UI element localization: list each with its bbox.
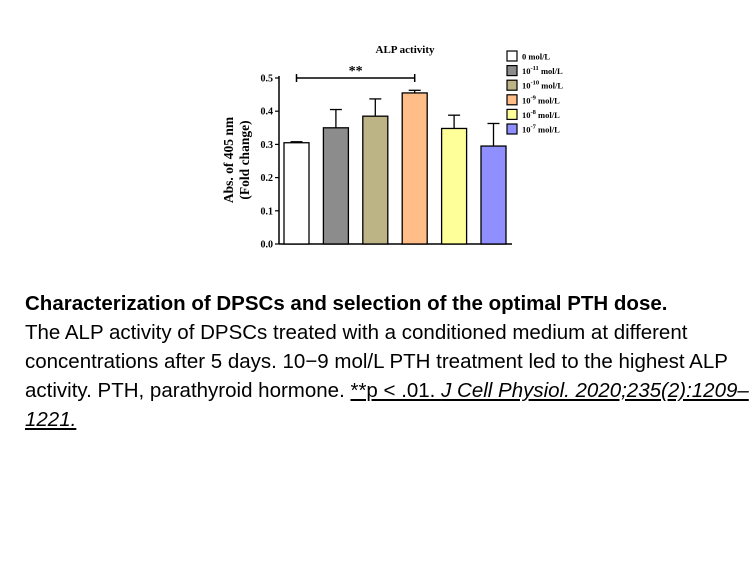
y-tick-label: 0.0: [261, 240, 274, 251]
bar: [480, 145, 507, 245]
significance-label: **: [349, 64, 363, 79]
legend-label: 0 mol/L: [522, 52, 550, 62]
bar: [362, 115, 389, 245]
legend-label: 10-8 mol/L: [522, 109, 560, 120]
bar: [401, 92, 428, 245]
y-axis-label-line2: (Fold change): [237, 120, 252, 199]
legend-swatch: [506, 94, 518, 106]
y-axis-label-line1: Abs. of 405 nm: [221, 116, 236, 203]
legend-swatch: [506, 123, 518, 135]
figure-caption: Characterization of DPSCs and selection …: [25, 289, 750, 434]
legend-label: 10-7 mol/L: [522, 124, 560, 135]
y-tick-label: 0.5: [261, 74, 274, 85]
bar: [283, 142, 310, 245]
alp-activity-chart: ALP activity Abs. of 405 nm (Fold change…: [221, 44, 563, 251]
y-tick-label: 0.3: [261, 140, 274, 151]
y-tick-label: 0.1: [261, 206, 274, 217]
legend-swatch: [506, 108, 518, 121]
legend-label: 10-10 mol/L: [522, 80, 563, 91]
legend-swatch: [506, 79, 518, 91]
bar: [322, 127, 350, 245]
legend-label: 10-11 mol/L: [522, 65, 563, 76]
caption-body: The ALP activity of DPSCs treated with a…: [25, 321, 728, 402]
caption-citation-link[interactable]: **p < .01. J Cell Physiol. 2020;235(2):1…: [25, 379, 749, 431]
citation-significance: **p < .01.: [350, 379, 442, 402]
caption-title: Characterization of DPSCs and selection …: [25, 292, 668, 315]
y-tick-label: 0.4: [261, 107, 274, 118]
legend-label: 10-9 mol/L: [522, 94, 560, 105]
citation-journal: J Cell Physiol. 2020;235(2):1209–1221.: [25, 379, 749, 431]
legend-swatch: [506, 64, 518, 77]
legend-swatch: [506, 50, 518, 62]
bar: [440, 127, 468, 245]
chart-title: ALP activity: [376, 44, 435, 56]
y-tick-label: 0.2: [261, 173, 274, 184]
